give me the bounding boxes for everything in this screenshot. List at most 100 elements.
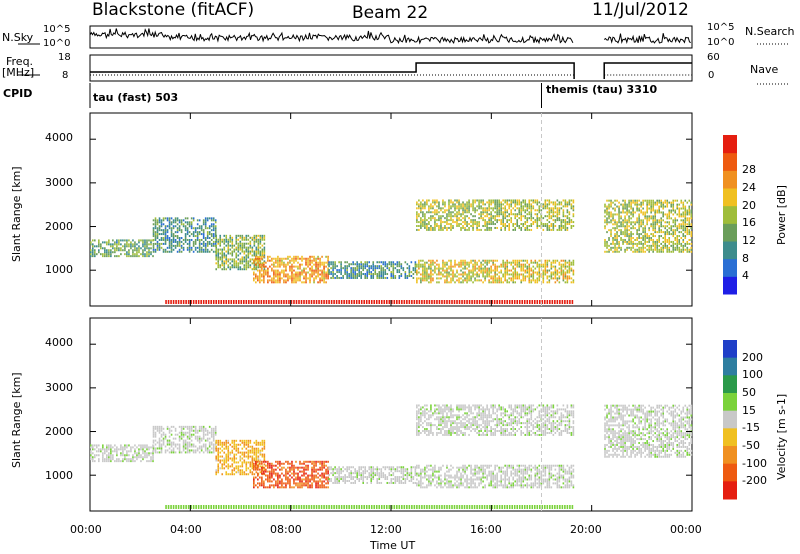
- echo-cell: [134, 243, 136, 246]
- echo-cell: [305, 484, 307, 487]
- echo-cell: [152, 255, 154, 258]
- echo-cell: [334, 265, 336, 268]
- echo-cell: [572, 263, 575, 266]
- ground-scatter-cell: [192, 300, 195, 304]
- echo-cell: [221, 262, 224, 265]
- echo-cell: [418, 221, 420, 224]
- echo-cell: [468, 271, 470, 274]
- echo-cell: [458, 207, 460, 210]
- echo-cell: [233, 455, 236, 458]
- echo-cell: [319, 259, 321, 262]
- echo-cell: [257, 248, 260, 251]
- echo-cell: [172, 237, 175, 240]
- echo-cell: [488, 226, 490, 229]
- echo-cell: [327, 257, 329, 260]
- echo-cell: [114, 249, 116, 252]
- echo-cell: [662, 213, 665, 216]
- echo-cell: [446, 277, 448, 280]
- echo-cell: [283, 474, 285, 477]
- echo-cell: [303, 482, 305, 485]
- echo-cell: [231, 457, 234, 460]
- echo-cell: [90, 452, 92, 455]
- echo-cell: [540, 223, 543, 226]
- ground-scatter-cell: [373, 300, 376, 304]
- echo-cell: [504, 269, 506, 272]
- echo-cell: [564, 277, 567, 280]
- echo-cell: [672, 205, 675, 208]
- echo-cell: [420, 265, 422, 268]
- echo-cell: [684, 227, 687, 230]
- echo-cell: [138, 452, 140, 455]
- echo-cell: [295, 275, 297, 278]
- echo-cell: [484, 207, 486, 210]
- echo-cell: [146, 251, 148, 254]
- echo-cell: [566, 211, 569, 214]
- echo-cell: [632, 225, 634, 228]
- echo-cell: [168, 441, 171, 444]
- echo-cell: [666, 199, 669, 202]
- echo-cell: [646, 209, 648, 212]
- echo-cell: [674, 219, 677, 222]
- echo-cell: [400, 273, 403, 276]
- echo-cell: [178, 244, 181, 247]
- echo-cell: [426, 273, 428, 276]
- echo-cell: [456, 211, 458, 214]
- echo-cell: [255, 263, 257, 266]
- ground-scatter-cell: [544, 300, 546, 304]
- echo-cell: [263, 260, 266, 263]
- echo-cell: [524, 271, 527, 274]
- echo-cell: [612, 217, 614, 220]
- echo-cell: [249, 463, 252, 466]
- echo-cell: [676, 242, 679, 245]
- echo-cell: [287, 261, 289, 264]
- echo-cell: [392, 274, 395, 277]
- echo-cell: [446, 281, 448, 284]
- echo-cell: [476, 267, 478, 270]
- echo-cell: [102, 241, 104, 244]
- echo-cell: [176, 229, 179, 232]
- echo-cell: [269, 255, 271, 258]
- echo-cell: [514, 199, 517, 202]
- echo-cell: [352, 273, 354, 276]
- echo-cell: [102, 247, 104, 250]
- echo-cell: [512, 279, 515, 282]
- echo-cell: [265, 470, 267, 473]
- echo-cell: [690, 235, 693, 238]
- echo-cell: [508, 213, 510, 216]
- echo-cell: [464, 271, 466, 274]
- ground-scatter-cell: [486, 300, 488, 304]
- echo-cell: [664, 237, 667, 240]
- echo-cell: [210, 235, 213, 238]
- echo-cell: [283, 261, 285, 264]
- echo-cell: [243, 260, 246, 263]
- echo-cell: [271, 257, 273, 260]
- echo-cell: [259, 238, 262, 241]
- echo-cell: [630, 213, 632, 216]
- echo-cell: [662, 240, 665, 243]
- echo-cell: [176, 244, 179, 247]
- echo-cell: [313, 259, 315, 262]
- echo-cell: [486, 207, 488, 210]
- echo-cell: [291, 472, 293, 475]
- ground-scatter-cell: [503, 300, 506, 304]
- echo-cell: [247, 262, 250, 265]
- echo-cell: [392, 271, 395, 274]
- echo-cell: [504, 217, 506, 220]
- echo-cell: [614, 248, 616, 251]
- echo-cell: [638, 229, 640, 232]
- xtick-label: 08:00: [270, 523, 302, 536]
- echo-cell: [566, 269, 569, 272]
- echo-cell: [650, 238, 652, 241]
- echo-cell: [315, 474, 317, 477]
- echo-cell: [174, 451, 177, 454]
- echo-cell: [309, 273, 311, 276]
- echo-cell: [436, 205, 438, 208]
- echo-cell: [646, 233, 648, 236]
- echo-cell: [235, 256, 238, 259]
- echo-cell: [323, 277, 325, 280]
- echo-cell: [478, 205, 480, 208]
- echo-cell: [241, 463, 244, 466]
- echo-cell: [478, 225, 480, 228]
- echo-cell: [436, 267, 438, 270]
- echo-cell: [440, 228, 442, 231]
